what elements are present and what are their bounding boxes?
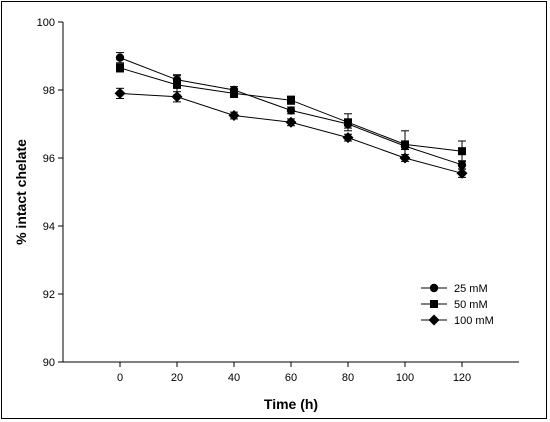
data-point <box>115 53 125 62</box>
legend: 25 mM 50 mM 100 mM <box>421 283 494 327</box>
y-axis-title: % intact chelate <box>13 139 29 245</box>
data-point <box>228 110 240 121</box>
legend-label: 100 mM <box>454 315 494 327</box>
x-tick-label: 0 <box>117 372 123 384</box>
series-100-mm <box>114 87 468 179</box>
data-point <box>401 140 409 149</box>
data-point <box>457 160 467 169</box>
y-tick-label: 94 <box>43 221 55 233</box>
x-tick-label: 60 <box>285 372 297 384</box>
plot-area: 90 92 94 96 98 100 0 20 40 60 80 100 120 25 mM 50 mM 10… <box>37 17 519 384</box>
data-point <box>287 96 295 105</box>
data-point <box>230 89 238 98</box>
legend-label: 25 mM <box>454 283 488 295</box>
y-tick-label: 90 <box>43 357 55 369</box>
legend-marker <box>430 300 438 308</box>
x-tick-label: 120 <box>453 372 471 384</box>
legend-marker <box>428 314 440 326</box>
series-line <box>119 92 463 174</box>
data-point <box>116 63 124 72</box>
data-point <box>286 106 296 115</box>
x-tick-label: 80 <box>342 372 354 384</box>
data-point <box>173 80 181 89</box>
series-25-mm <box>115 52 467 170</box>
y-tick-label: 92 <box>43 289 55 301</box>
data-point <box>344 118 352 127</box>
series-50-mm <box>116 63 466 162</box>
data-point <box>285 116 297 128</box>
y-tick-label: 96 <box>43 153 55 165</box>
x-tick-label: 40 <box>228 372 240 384</box>
y-tick-label: 100 <box>37 17 55 29</box>
x-tick-label: 20 <box>171 372 183 384</box>
data-point <box>458 147 466 156</box>
data-point <box>456 167 468 179</box>
data-point <box>114 87 126 99</box>
data-point <box>171 91 183 103</box>
data-point <box>399 152 411 164</box>
x-axis-title: Time (h) <box>264 396 318 412</box>
data-point <box>342 132 354 144</box>
legend-marker <box>429 283 439 293</box>
y-tick-label: 98 <box>43 85 55 97</box>
x-tick-label: 100 <box>396 372 414 384</box>
legend-label: 50 mM <box>454 299 488 311</box>
